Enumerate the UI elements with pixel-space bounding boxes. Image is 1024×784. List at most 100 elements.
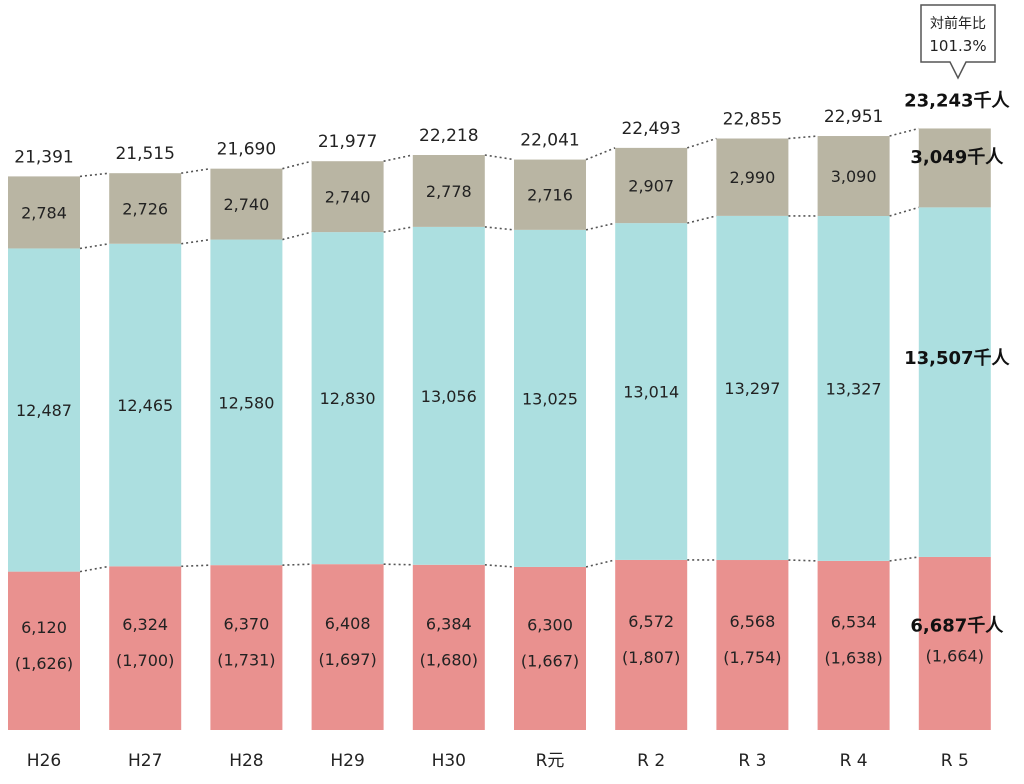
sub-label-6: (1,807) [622,648,680,667]
connector-2-4 [484,154,515,161]
value-label-3-1: 2,726 [122,199,168,218]
bar-seg-1-1 [109,566,182,730]
bar-seg-1-7 [716,560,789,730]
bar-seg-3-4 [412,154,485,227]
category-label-4: H30 [432,751,466,771]
sub-label-5: (1,667) [521,651,579,670]
bar-seg-3-8 [817,136,890,216]
value-label-1-2: 6,370 [223,615,269,634]
bar-seg-2-8 [817,215,890,561]
bar-seg-2-6 [615,223,688,560]
total-label-5: 22,041 [520,131,579,151]
bar-seg-1-4 [412,564,485,730]
bar-seg-3-5 [514,159,586,230]
connector-1-3 [383,226,413,233]
sub-label-0: (1,626) [15,654,73,673]
bar-seg-2-0 [8,248,80,572]
value-label-3-7: 2,990 [729,168,775,187]
total-label-0: 21,391 [14,147,73,167]
connector-2-1 [181,167,211,174]
last-middle-label: 13,507千人 [904,348,1010,369]
bar-seg-3-1 [109,173,182,244]
connector-2-3 [383,154,413,162]
value-label-2-4: 13,056 [421,387,477,406]
value-label-2-8: 13,327 [826,379,882,398]
bar-seg-3-3 [311,161,384,233]
total-label-3: 21,977 [318,132,377,152]
bar-seg-1-5 [514,566,586,730]
connector-1-6 [687,215,717,224]
connector-2-6 [686,137,717,149]
value-label-2-2: 12,580 [218,393,274,412]
connector-0-2 [282,563,312,566]
connector-1-0 [79,242,110,250]
sub-label-9: (1,664) [926,646,984,665]
bar-seg-2-9 [918,207,991,557]
bar-seg-1-6 [615,559,688,730]
value-label-1-8: 6,534 [831,612,877,631]
connector-2-7 [788,135,818,140]
category-label-2: H28 [229,751,263,771]
labels-layer: 6,120 (1,626) 12,487 2,784 21,391 H26 6,324 (1,… [14,90,1010,771]
connector-1-8 [889,206,920,217]
value-label-2-0: 12,487 [16,401,72,420]
total-label-1: 21,515 [115,144,174,164]
total-label-4: 22,218 [419,126,478,146]
value-label-3-3: 2,740 [325,188,371,207]
bar-seg-3-7 [716,138,789,216]
sub-label-7: (1,754) [723,648,781,667]
sub-label-3: (1,697) [318,650,376,669]
category-label-1: H27 [128,751,162,771]
connector-2-2 [282,160,312,170]
value-label-1-3: 6,408 [325,614,371,633]
value-label-2-3: 12,830 [320,389,376,408]
bar-seg-2-1 [109,243,182,567]
connector-2-8 [889,127,920,137]
bar-seg-2-2 [210,239,283,566]
value-label-3-4: 2,778 [426,182,472,201]
value-label-3-6: 2,907 [628,176,674,195]
value-label-1-5: 6,300 [527,615,573,634]
value-label-1-0: 6,120 [21,618,67,637]
bar-seg-1-0 [8,571,80,730]
bar-seg-3-6 [615,147,688,224]
category-label-7: R 3 [738,751,766,771]
category-label-3: H29 [330,751,364,771]
connector-0-4 [484,563,515,568]
bars-layer [8,128,991,730]
category-label-5: R元 [536,751,565,771]
connector-2-5 [585,147,616,161]
connector-0-0 [79,565,110,573]
connector-1-5 [585,222,616,231]
bar-seg-2-4 [412,226,485,565]
bar-seg-1-8 [817,560,890,730]
connector-0-3 [383,563,413,566]
sub-label-8: (1,638) [824,648,882,667]
value-label-1-4: 6,384 [426,614,472,633]
bar-seg-2-5 [514,229,586,567]
total-label-8: 22,951 [824,107,883,127]
sub-label-1: (1,700) [116,651,174,670]
sub-label-4: (1,680) [420,650,478,669]
value-label-3-8: 3,090 [831,167,877,186]
bar-seg-1-2 [210,565,283,730]
sub-label-2: (1,731) [217,651,275,670]
bar-seg-2-7 [716,215,789,561]
last-top-label: 3,049千人 [910,147,1004,168]
category-label-6: R 2 [637,751,665,771]
value-label-1-7: 6,568 [729,612,775,631]
total-label-2: 21,690 [217,140,276,160]
connector-0-8 [889,556,919,562]
yoy-callout: 対前年比 101.3% [920,4,996,80]
connector-0-5 [585,559,616,568]
value-label-3-5: 2,716 [527,186,573,205]
bar-seg-3-0 [8,176,80,249]
value-label-1-6: 6,572 [628,612,674,631]
bar-seg-2-3 [311,232,384,565]
bar-seg-3-9 [918,128,991,208]
bar-seg-1-9 [918,556,991,730]
category-label-8: R 4 [840,751,868,771]
category-label-9: R 5 [941,751,969,771]
connector-0-1 [181,564,211,568]
